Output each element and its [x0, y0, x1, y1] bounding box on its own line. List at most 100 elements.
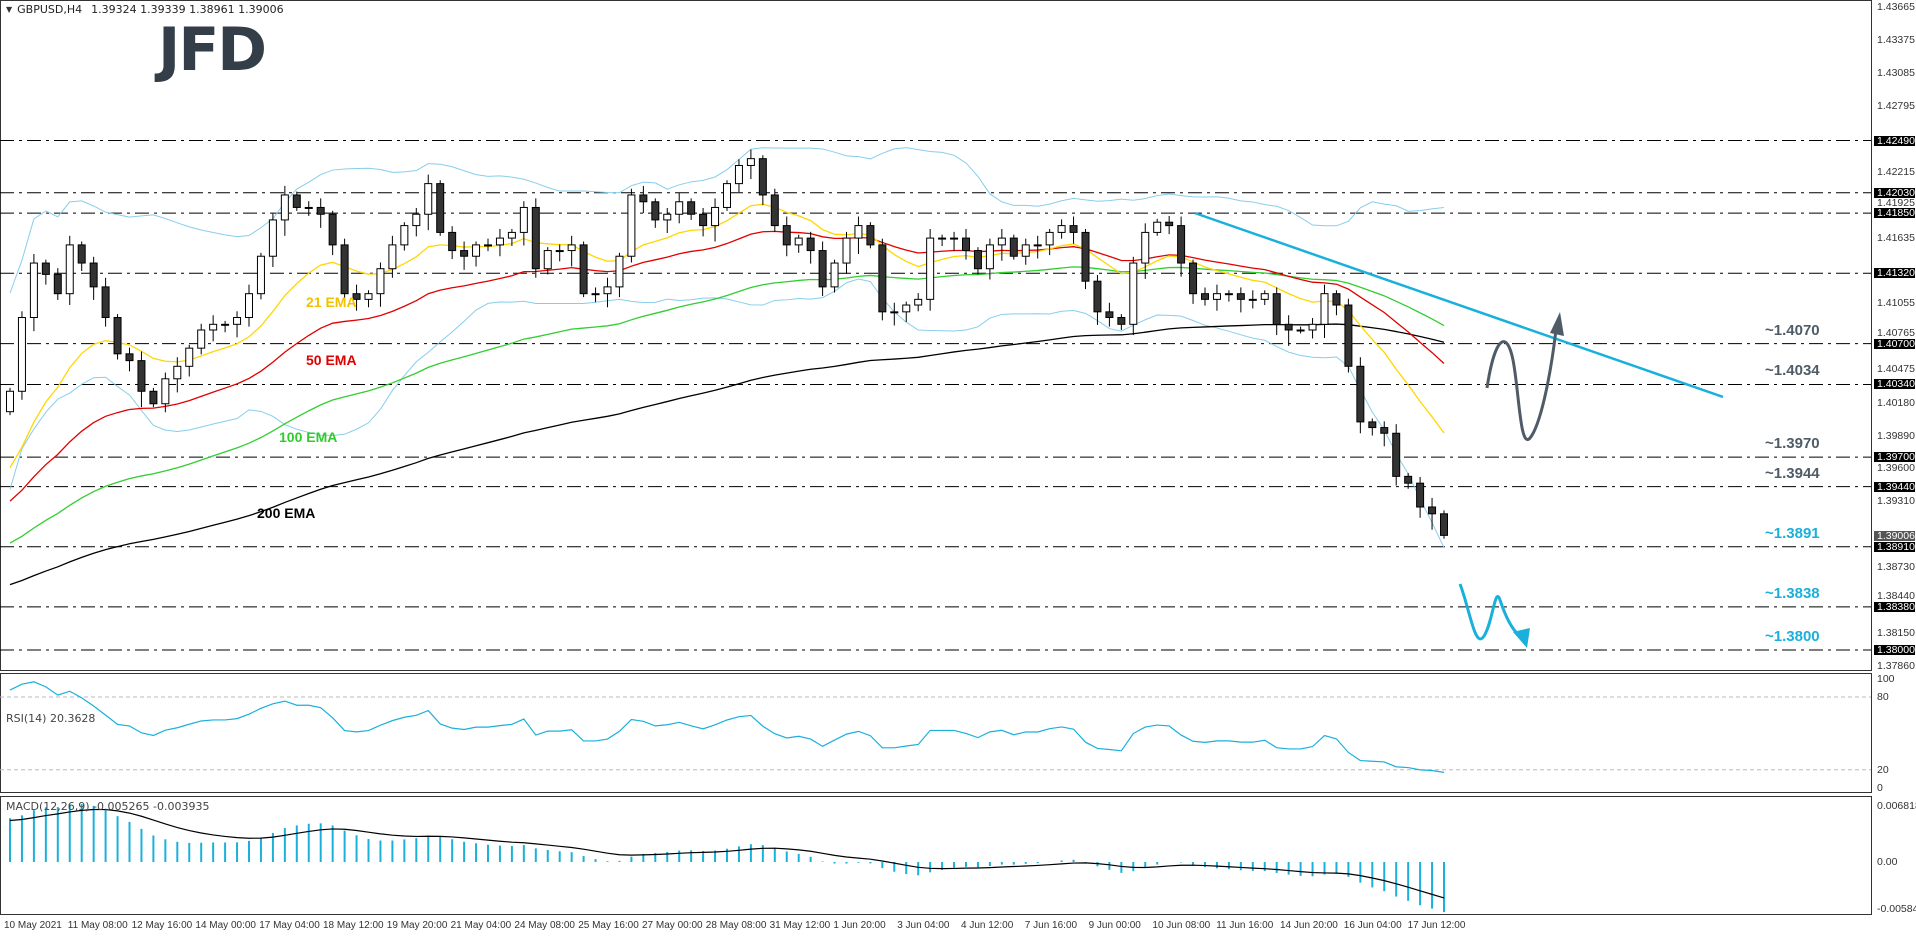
bear-candle — [1069, 225, 1078, 233]
chart-header: ▼ GBPUSD,H4 1.39324 1.39339 1.38961 1.39… — [6, 3, 284, 16]
time-tick-label: 10 Jun 08:00 — [1152, 920, 1211, 931]
time-tick-label: 10 May 2021 — [4, 920, 62, 931]
bear-candle — [651, 201, 660, 221]
current-price-box: 1.39006 — [1874, 531, 1915, 541]
bear-candle — [113, 317, 122, 355]
level-price-box: 1.42030 — [1874, 187, 1915, 198]
bear-candle — [328, 213, 337, 246]
level-annotation: ~1.3838 — [1765, 584, 1820, 602]
bear-candle — [973, 250, 982, 270]
time-tick-label: 25 May 16:00 — [578, 920, 639, 931]
macd-tick-label: 0.006818 — [1877, 799, 1916, 812]
bear-candle — [878, 244, 887, 313]
bear-candle — [448, 231, 457, 252]
level-annotation: ~1.3891 — [1765, 524, 1820, 542]
bear-candle — [436, 183, 445, 233]
bull-candle — [663, 213, 672, 221]
ema200-line — [9, 323, 1445, 586]
ema-lines — [9, 203, 1445, 586]
price-tick-label: 1.41055 — [1877, 297, 1915, 310]
main-panel-border — [0, 0, 1872, 671]
bear-candle — [460, 250, 469, 257]
bull-candle — [1129, 262, 1138, 325]
bear-candle — [1440, 513, 1448, 536]
ema200-label: 200 EMA — [257, 505, 316, 521]
level-annotation: ~1.3944 — [1765, 464, 1820, 482]
bull-candle — [472, 244, 481, 257]
time-tick-label: 27 May 00:00 — [642, 920, 703, 931]
chart-frame — [0, 0, 1872, 915]
time-tick-label: 18 May 12:00 — [323, 920, 384, 931]
bull-candle — [507, 231, 516, 239]
bull-candle — [1045, 231, 1054, 246]
macd-panel-border — [0, 796, 1872, 915]
bull-candle — [221, 323, 230, 326]
bull-candle — [484, 244, 492, 247]
candlesticks — [6, 149, 1448, 539]
rsi-panel-border — [0, 673, 1872, 793]
bull-candle — [233, 317, 242, 325]
bull-candle — [985, 244, 994, 270]
bear-candle — [1332, 293, 1341, 306]
price-tick-label: 1.40180 — [1877, 396, 1915, 409]
rsi-panel — [0, 681, 1871, 773]
bull-candle — [304, 206, 313, 209]
bull-candle — [675, 201, 684, 215]
bull-candle — [830, 262, 839, 288]
price-tick-label: 1.38440 — [1877, 590, 1915, 603]
bull-candle — [938, 237, 947, 240]
price-tick-label: 1.39890 — [1877, 429, 1915, 442]
time-tick-label: 16 Jun 04:00 — [1343, 920, 1402, 931]
level-price-box: 1.38380 — [1874, 602, 1915, 612]
bear-candle — [1356, 365, 1365, 423]
bear-candle — [866, 225, 875, 246]
price-tick-label: 1.40475 — [1877, 363, 1915, 376]
bear-candle — [53, 273, 62, 295]
bear-candle — [962, 237, 970, 252]
arrowhead-down-icon — [1513, 628, 1530, 648]
time-tick-label: 4 Jun 12:00 — [961, 920, 1014, 931]
bull-candle — [794, 237, 803, 246]
bull-candle — [1248, 298, 1257, 301]
bear-candle — [1165, 221, 1174, 227]
bear-candle — [639, 194, 648, 203]
time-tick-label: 7 Jun 16:00 — [1024, 920, 1078, 931]
ema100-line — [9, 266, 1445, 544]
bull-candle — [17, 317, 26, 392]
bull-candle — [711, 206, 720, 227]
level-annotation: ~1.4070 — [1765, 321, 1820, 339]
bear-candle — [806, 237, 815, 252]
bear-candle — [1177, 225, 1186, 264]
bear-candle — [782, 225, 791, 246]
bear-candle — [89, 262, 98, 288]
time-tick-label: 11 May 08:00 — [67, 920, 128, 931]
bear-candle — [340, 244, 349, 295]
bear-candle — [531, 206, 540, 270]
bear-candle — [41, 262, 50, 275]
price-tick-label: 1.42215 — [1877, 165, 1915, 178]
time-tick-label: 14 May 00:00 — [195, 920, 256, 931]
bear-candle — [1368, 421, 1377, 429]
bear-candle — [1392, 432, 1401, 477]
time-tick-label: 12 May 16:00 — [131, 920, 193, 931]
bear-candle — [77, 244, 86, 264]
bollinger-bands — [9, 147, 1445, 548]
macd-tick-label: 0.00 — [1877, 856, 1898, 868]
level-price-box: 1.41320 — [1874, 268, 1915, 279]
symbol-label: GBPUSD,H4 — [17, 3, 83, 16]
triangle-down-icon[interactable]: ▼ — [6, 5, 13, 14]
rsi-tick-label: 80 — [1877, 691, 1889, 703]
bear-candle — [1236, 293, 1245, 300]
bull-candle — [734, 164, 743, 185]
bull-candle — [1296, 329, 1305, 332]
bear-candle — [1380, 427, 1389, 434]
bull-candle — [567, 244, 576, 252]
bear-candle — [316, 206, 325, 215]
bear-candle — [818, 250, 827, 288]
bear-candle — [1284, 323, 1293, 331]
level-price-box: 1.41850 — [1874, 208, 1915, 218]
bull-candle — [746, 158, 755, 166]
bull-candle — [890, 311, 899, 314]
bull-candle — [424, 183, 433, 215]
